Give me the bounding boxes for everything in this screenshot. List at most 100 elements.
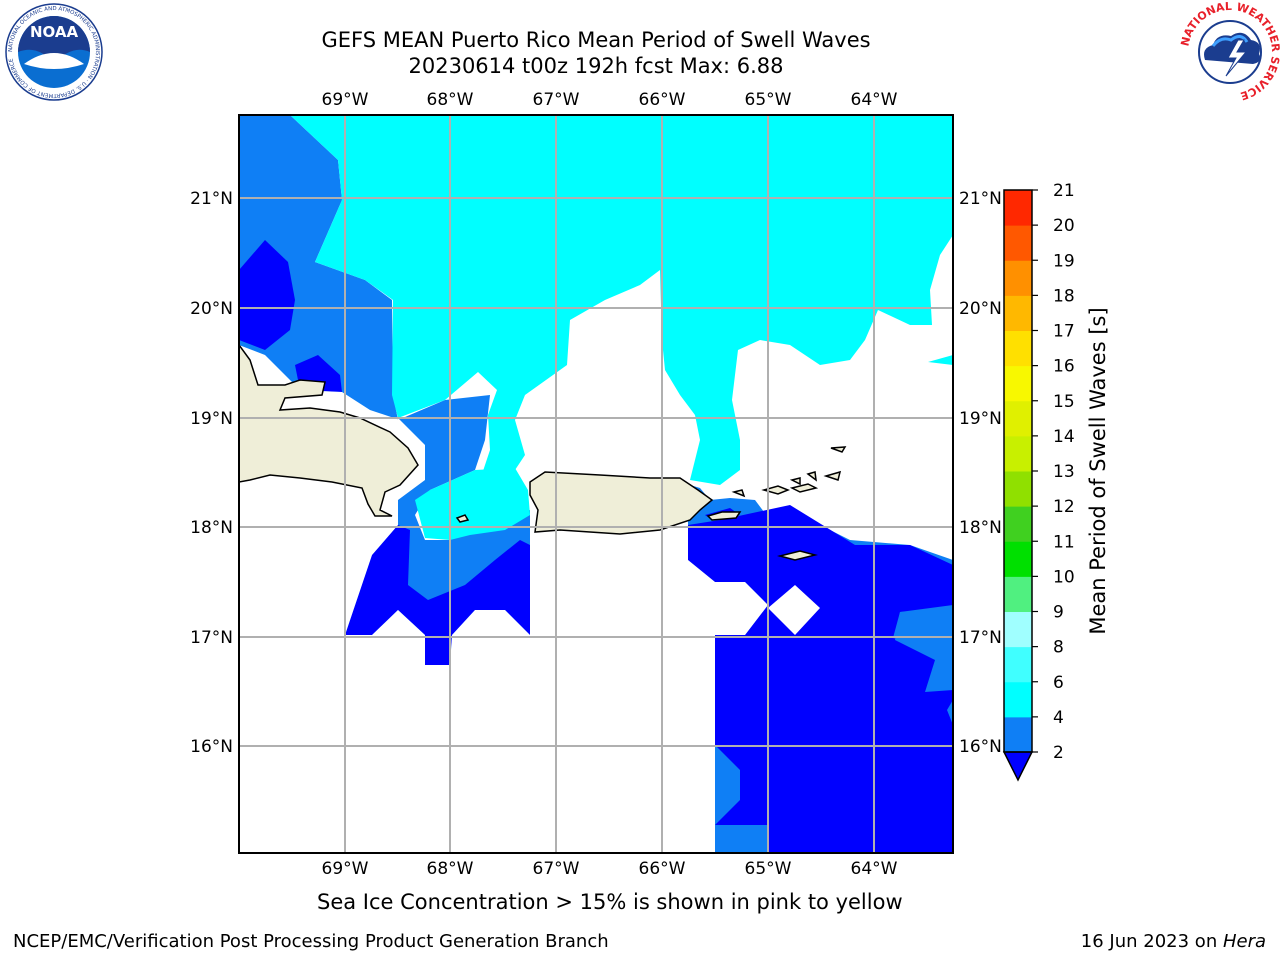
period-below-2-region-se bbox=[688, 505, 953, 853]
lon-label: 66°W bbox=[639, 90, 686, 110]
footer-credit: NCEP/EMC/Verification Post Processing Pr… bbox=[13, 931, 609, 952]
colorbar-tick-label: 13 bbox=[1053, 462, 1075, 482]
land-st-thomas bbox=[761, 485, 791, 495]
footer-date: 16 Jun 2023 on Hera bbox=[1081, 931, 1266, 952]
map-grid bbox=[239, 115, 953, 853]
colorbar-segment bbox=[1004, 646, 1032, 683]
land-dot-2 bbox=[806, 471, 817, 482]
period-2-4-region-se bbox=[895, 605, 953, 692]
colorbar-segment bbox=[1004, 190, 1032, 226]
period-4-6-region bbox=[290, 115, 953, 485]
lon-labels-top: 69°W 68°W 67°W 66°W 65°W 64°W bbox=[322, 90, 898, 110]
colorbar-segment bbox=[1004, 471, 1032, 507]
colorbar-segment bbox=[1004, 330, 1032, 367]
colorbar-tick-label: 16 bbox=[1053, 357, 1075, 377]
lon-label: 65°W bbox=[745, 90, 792, 110]
lon-label: 68°W bbox=[427, 90, 474, 110]
lon-label: 64°W bbox=[851, 90, 898, 110]
noaa-logo: NOAA NATIONAL OCEANIC AND ATMOSPHERIC AD… bbox=[5, 3, 103, 101]
lon-label: 67°W bbox=[533, 859, 580, 879]
colorbar-tick-label: 14 bbox=[1053, 427, 1075, 447]
nws-logo: NATIONAL WEATHER SERVICE bbox=[1180, 2, 1280, 102]
colorbar-tick-label: 4 bbox=[1053, 708, 1064, 728]
colorbar-tick-label: 18 bbox=[1053, 286, 1075, 306]
colorbar-segment bbox=[1004, 506, 1032, 542]
colorbar-segment bbox=[1004, 576, 1032, 612]
colorbar-segment bbox=[1004, 260, 1032, 296]
colorbar-segment bbox=[1004, 295, 1032, 331]
colorbar-segment bbox=[1004, 681, 1032, 718]
land-anegada bbox=[823, 470, 842, 481]
land-puerto-rico bbox=[529, 471, 714, 535]
colorbar-tick-label: 6 bbox=[1053, 673, 1064, 693]
land-st-croix bbox=[777, 550, 818, 561]
colorbar-tick-label: 20 bbox=[1053, 216, 1075, 236]
no-data-pr bbox=[239, 447, 768, 853]
colorbar-tick-label: 8 bbox=[1053, 638, 1064, 658]
lat-label: 16°N bbox=[959, 737, 1002, 757]
map-title: GEFS MEAN Puerto Rico Mean Period of Swe… bbox=[321, 28, 871, 52]
noaa-logo-text: NOAA bbox=[30, 23, 79, 41]
colorbar-tick-label: 17 bbox=[1053, 322, 1075, 342]
colorbar-tick-label: 9 bbox=[1053, 603, 1064, 623]
lat-label: 21°N bbox=[190, 189, 233, 209]
lat-label: 19°N bbox=[959, 409, 1002, 429]
period-below-2-region-south bbox=[345, 525, 530, 665]
lon-label: 65°W bbox=[745, 859, 792, 879]
footer-host: Hera bbox=[1222, 931, 1266, 952]
footer-date-text: 16 Jun 2023 on bbox=[1080, 931, 1223, 952]
land-vieques bbox=[706, 511, 742, 521]
colorbar-under-arrow bbox=[1002, 751, 1034, 782]
land-dot bbox=[789, 477, 801, 486]
lat-label: 19°N bbox=[190, 409, 233, 429]
colorbar-tick-label: 15 bbox=[1053, 392, 1075, 412]
land-hispaniola bbox=[239, 343, 419, 517]
period-4-6-region-south bbox=[415, 468, 530, 540]
lon-label: 64°W bbox=[851, 859, 898, 879]
colorbar-tick-label: 10 bbox=[1053, 567, 1075, 587]
period-2-4-region-se2 bbox=[947, 700, 953, 725]
lon-label: 69°W bbox=[322, 859, 369, 879]
colorbar-segment bbox=[1004, 400, 1032, 437]
lat-label: 21°N bbox=[959, 189, 1002, 209]
colorbar-tick-label: 12 bbox=[1053, 497, 1075, 517]
lat-label: 16°N bbox=[190, 737, 233, 757]
colorbar-tick-label: 21 bbox=[1053, 181, 1075, 201]
map-subtitle: 20230614 t00z 192h fcst Max: 6.88 bbox=[408, 54, 784, 78]
period-4-6-region-east bbox=[928, 355, 953, 365]
land-tortola bbox=[789, 483, 819, 493]
lon-label: 68°W bbox=[427, 859, 474, 879]
colorbar-tick-label: 2 bbox=[1053, 743, 1064, 763]
colorbar-segment bbox=[1004, 365, 1032, 402]
lon-label: 69°W bbox=[322, 90, 369, 110]
colorbar-tick-label: 19 bbox=[1053, 251, 1075, 271]
colorbar-segment bbox=[1004, 435, 1032, 472]
lat-label: 17°N bbox=[190, 628, 233, 648]
lat-labels-right: 21°N 20°N 19°N 18°N 17°N 16°N bbox=[959, 189, 1002, 757]
colorbar-title: Mean Period of Swell Waves [s] bbox=[1086, 307, 1110, 634]
no-data-hole bbox=[768, 585, 820, 635]
colorbar-segment bbox=[1004, 716, 1032, 753]
map-frame bbox=[238, 114, 954, 854]
lat-label: 18°N bbox=[190, 518, 233, 538]
colorbar: 2 4 6 8 9 10 11 12 13 14 15 16 17 18 19 20 21 bbox=[1002, 181, 1075, 782]
map-plot-area bbox=[239, 115, 953, 853]
lat-label: 18°N bbox=[959, 518, 1002, 538]
colorbar-segment bbox=[1004, 225, 1032, 261]
lat-label: 20°N bbox=[959, 299, 1002, 319]
lat-label: 20°N bbox=[190, 299, 233, 319]
sea-ice-note: Sea Ice Concentration > 15% is shown in … bbox=[317, 890, 903, 914]
colorbar-tick-label: 11 bbox=[1053, 532, 1075, 552]
lat-label: 17°N bbox=[959, 628, 1002, 648]
lon-labels-bottom: 69°W 68°W 67°W 66°W 65°W 64°W bbox=[322, 859, 898, 879]
colorbar-segment bbox=[1004, 611, 1032, 648]
colorbar-segment bbox=[1004, 541, 1032, 577]
land-sombrero bbox=[830, 446, 847, 453]
land-mona bbox=[455, 514, 470, 523]
period-below-2-region-nw bbox=[239, 240, 295, 350]
lon-label: 67°W bbox=[533, 90, 580, 110]
land-culebra bbox=[731, 489, 746, 498]
lat-labels-left: 21°N 20°N 19°N 18°N 17°N 16°N bbox=[190, 189, 233, 757]
lon-label: 66°W bbox=[639, 859, 686, 879]
